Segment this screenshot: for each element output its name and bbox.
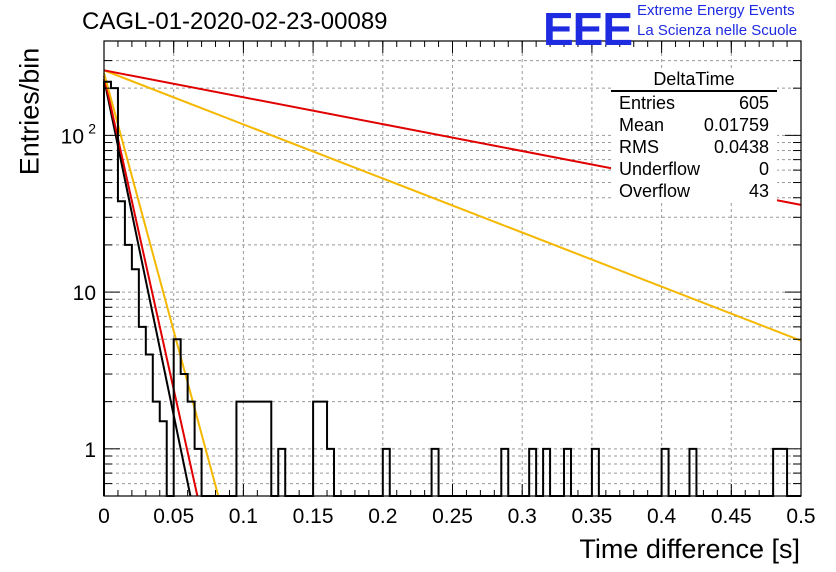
logo-subtitle-line1: Extreme Energy Events (637, 2, 795, 19)
fit-line (103, 69, 802, 342)
stats-row-overflow: Overflow 43 (611, 180, 777, 202)
x-tick-label: 0.5 (786, 505, 815, 528)
eee-logo: EEE (543, 3, 633, 55)
fit-line (103, 75, 199, 497)
stats-row-mean: Mean 0.01759 (611, 114, 777, 136)
stats-label: Entries (619, 93, 676, 113)
stats-value: 0.01759 (703, 115, 769, 135)
stats-label: Overflow (619, 181, 691, 201)
x-tick-label: 0 (98, 505, 110, 528)
x-tick-label: 0.45 (711, 505, 752, 528)
x-tick-label: 0.4 (647, 505, 677, 528)
logo-subtitle-line2: La Scienza nelle Scuole (637, 22, 798, 39)
stats-title: DeltaTime (611, 69, 777, 92)
y-tick-label-exponent: 2 (88, 120, 96, 136)
stats-row-underflow: Underflow 0 (611, 158, 777, 180)
stats-label: Underflow (619, 159, 701, 179)
x-tick-label: 0.05 (153, 505, 194, 528)
x-tick-label: 0.3 (508, 505, 537, 528)
y-tick-label: 1 (84, 439, 96, 462)
x-axis-label: Time difference [s] (579, 534, 800, 564)
y-tick-label-100: 10 (61, 125, 84, 148)
chart-title: CAGL-01-2020-02-23-00089 (82, 8, 388, 35)
stats-value: 0.0438 (713, 137, 769, 157)
fit-line (103, 72, 220, 497)
x-tick-label: 0.25 (432, 505, 473, 528)
stats-row-entries: Entries 605 (611, 92, 777, 114)
stats-row-rms: RMS 0.0438 (611, 136, 777, 158)
y-tick-label: 10 (73, 282, 96, 305)
stats-label: Mean (619, 115, 665, 135)
x-tick-label: 0.1 (229, 505, 258, 528)
stats-value: 43 (748, 181, 769, 201)
stats-label: RMS (619, 137, 659, 157)
x-tick-label: 0.15 (293, 505, 334, 528)
y-axis-label: Entries/bin (14, 47, 45, 176)
x-tick-label: 0.2 (368, 505, 397, 528)
stats-box: DeltaTime Entries 605 Mean 0.01759 RMS 0… (611, 69, 777, 202)
x-tick-label: 0.35 (571, 505, 612, 528)
stats-value: 605 (738, 93, 769, 113)
stats-value: 0 (758, 159, 769, 179)
